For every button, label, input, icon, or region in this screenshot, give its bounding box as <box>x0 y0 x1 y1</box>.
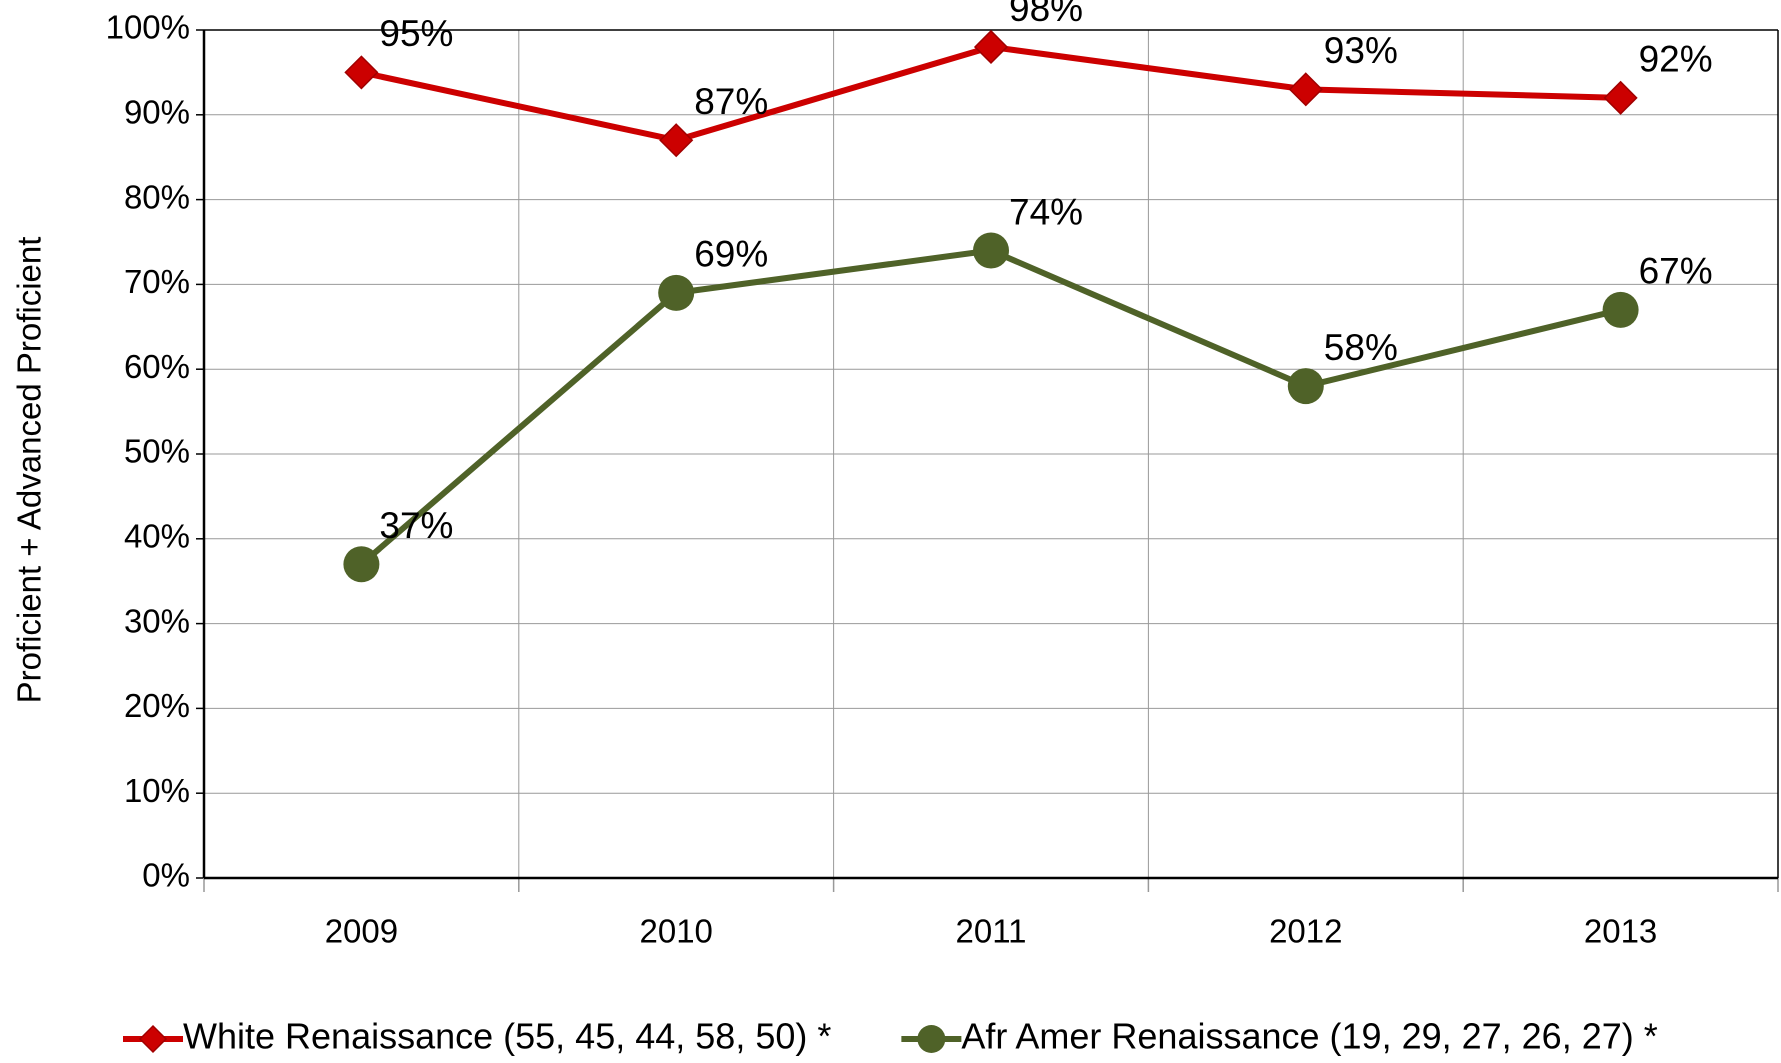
y-tick-label: 100% <box>106 9 190 46</box>
data-label: 87% <box>694 81 768 122</box>
data-label: 58% <box>1324 327 1398 368</box>
data-label: 95% <box>379 13 453 54</box>
y-tick-label: 0% <box>142 857 190 894</box>
data-point <box>343 546 380 583</box>
series-line <box>359 247 1622 567</box>
y-axis-label: Proficient + Advanced Proficient <box>11 237 48 704</box>
y-tick-label: 10% <box>124 772 190 809</box>
data-point <box>973 232 1009 269</box>
data-point <box>1287 368 1324 405</box>
x-tick-label: 2012 <box>1269 913 1342 950</box>
data-point <box>973 29 1009 65</box>
data-point <box>659 123 694 158</box>
data-label: 67% <box>1639 251 1713 292</box>
data-label: 92% <box>1639 39 1713 80</box>
x-tick-label: 2010 <box>639 913 712 950</box>
legend-marker <box>138 1024 168 1054</box>
data-point <box>1288 72 1323 107</box>
data-point <box>344 55 379 90</box>
y-tick-label: 80% <box>124 178 190 215</box>
data-label: 69% <box>694 234 768 275</box>
y-tick-label: 40% <box>124 518 190 555</box>
y-tick-label: 50% <box>124 433 190 470</box>
data-label: 74% <box>1009 191 1083 232</box>
x-tick-label: 2011 <box>956 913 1027 950</box>
x-tick-label: 2009 <box>325 913 398 950</box>
legend-marker <box>917 1025 946 1053</box>
data-label: 37% <box>379 505 453 546</box>
legend-label: Afr Amer Renaissance (19, 29, 27, 26, 27… <box>961 1016 1657 1057</box>
y-tick-label: 20% <box>124 687 190 724</box>
y-tick-label: 90% <box>124 94 190 131</box>
data-point <box>1603 80 1638 115</box>
x-tick-label: 2013 <box>1584 913 1657 950</box>
y-tick-label: 30% <box>124 602 190 639</box>
data-point <box>658 274 695 311</box>
data-point <box>1602 291 1639 328</box>
legend-label: White Renaissance (55, 45, 44, 58, 50) * <box>183 1016 831 1057</box>
y-tick-label: 60% <box>124 348 190 385</box>
data-label: 93% <box>1324 30 1398 71</box>
y-tick-label: 70% <box>124 263 190 300</box>
data-label: 98% <box>1009 0 1083 29</box>
